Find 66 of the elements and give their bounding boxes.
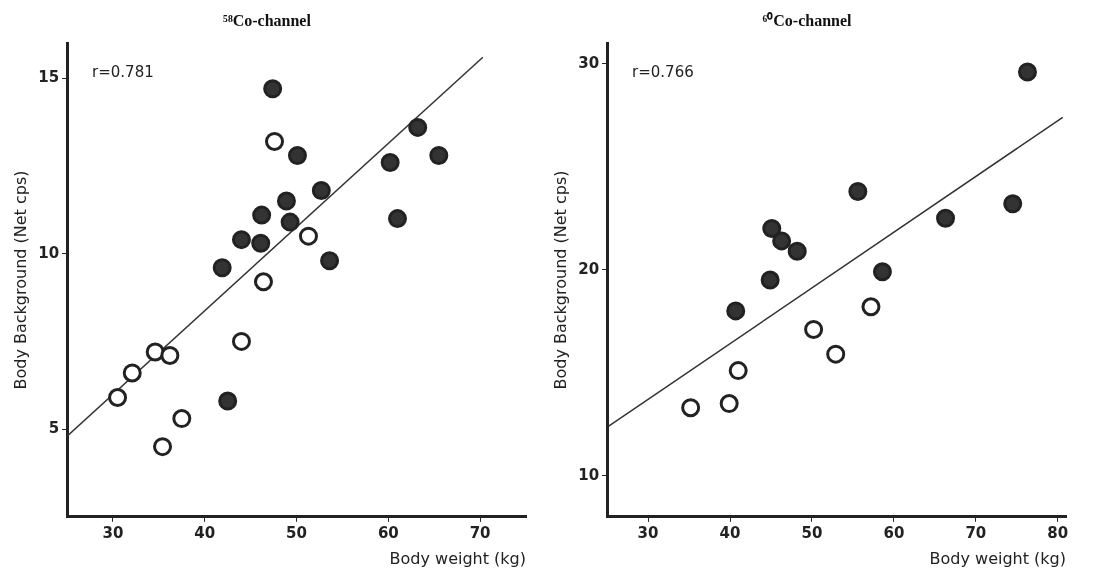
point (265, 131, 285, 151)
point (719, 394, 739, 414)
point (1003, 194, 1023, 214)
point (160, 345, 180, 365)
y-axis-title: Body Background (Net cps) (10, 170, 30, 390)
x-tick-label: 50 (801, 523, 823, 542)
point (218, 391, 238, 411)
x-tick-label: 30 (637, 523, 659, 542)
point (231, 230, 251, 250)
point (212, 258, 232, 278)
point (263, 79, 283, 99)
annotation: r=0.766 (632, 62, 694, 81)
annotation: r=0.781 (92, 62, 154, 81)
y-axis-title: Body Background (Net cps) (550, 170, 570, 390)
point (311, 181, 331, 201)
point (153, 437, 173, 457)
point (681, 398, 701, 418)
point (1017, 62, 1037, 82)
point (388, 209, 407, 229)
chart-title: ⁵⁸Co-channel (223, 11, 312, 29)
y-tick-label: 30 (578, 53, 600, 72)
x-tick-label: 40 (719, 523, 741, 542)
x-axis-title: Body weight (kg) (929, 548, 1066, 568)
point (936, 208, 956, 228)
point (172, 409, 192, 429)
y-tick-label: 5 (48, 418, 60, 437)
point (122, 363, 142, 383)
point (429, 145, 449, 165)
point (760, 270, 780, 290)
point (320, 251, 340, 271)
point (231, 331, 251, 351)
point (276, 191, 296, 211)
point (253, 272, 273, 292)
point (728, 361, 748, 381)
point (848, 181, 868, 201)
x-tick-label: 60 (883, 523, 905, 542)
x-tick-label: 50 (286, 523, 307, 542)
y-tick-label: 15 (38, 68, 60, 87)
point (762, 219, 782, 239)
point (772, 231, 792, 251)
point (872, 262, 892, 282)
point (108, 388, 128, 408)
x-tick-label: 40 (194, 523, 216, 542)
point (380, 152, 400, 172)
point (787, 241, 807, 261)
point (804, 319, 824, 339)
y-tick-label: 10 (578, 465, 600, 484)
point (861, 297, 881, 317)
point (726, 301, 746, 321)
point (826, 344, 846, 364)
x-tick-label: 80 (1047, 523, 1069, 542)
point (145, 342, 165, 362)
x-tick-label: 60 (377, 523, 399, 542)
point (298, 226, 318, 246)
point (252, 205, 272, 225)
x-tick-label: 30 (102, 523, 124, 542)
x-tick-label: 70 (965, 523, 987, 542)
point (408, 117, 428, 137)
point (287, 145, 307, 165)
y-tick-label: 10 (38, 243, 60, 262)
y-tick-label: 20 (578, 259, 600, 278)
chart-title: ⁶⁰Co-channel (762, 11, 853, 29)
x-tick-label: 70 (469, 523, 491, 542)
point (251, 233, 271, 253)
point (280, 212, 300, 232)
x-axis-title: Body weight (kg) (389, 548, 526, 568)
